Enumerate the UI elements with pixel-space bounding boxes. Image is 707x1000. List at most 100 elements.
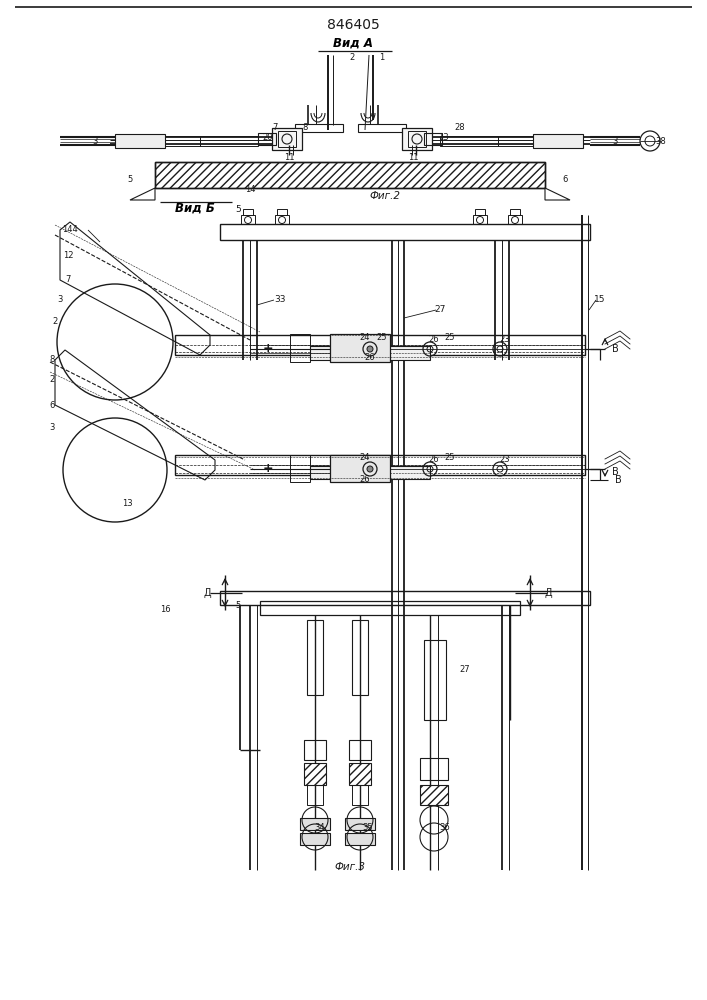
Bar [290, 334, 310, 362]
Bar [420, 785, 448, 805]
Bar [345, 818, 375, 830]
Circle shape [367, 346, 373, 352]
Text: 3: 3 [49, 424, 54, 432]
Bar [352, 620, 368, 695]
Bar [510, 209, 520, 215]
Text: 2: 2 [52, 318, 58, 326]
Text: +: + [263, 342, 274, 356]
Text: 24: 24 [360, 332, 370, 342]
Bar [200, 136, 258, 146]
Bar [220, 224, 590, 240]
Bar [260, 601, 520, 615]
Text: 27: 27 [460, 666, 470, 674]
Text: 13: 13 [438, 132, 448, 141]
Text: 5: 5 [127, 176, 133, 184]
Text: 13: 13 [122, 498, 132, 508]
Text: 23: 23 [500, 456, 510, 464]
Text: 2: 2 [49, 375, 54, 384]
Bar [310, 346, 430, 360]
Bar [220, 591, 590, 605]
Text: 3: 3 [93, 137, 98, 146]
Bar [440, 136, 498, 146]
Bar [508, 215, 522, 224]
Bar [277, 209, 287, 215]
Text: 26: 26 [360, 476, 370, 485]
Text: 7: 7 [272, 122, 278, 131]
Bar [155, 162, 545, 188]
Bar [533, 134, 583, 148]
Text: 33: 33 [274, 296, 286, 304]
Text: 27: 27 [434, 306, 445, 314]
Text: 38: 38 [655, 137, 666, 146]
Text: 5: 5 [235, 206, 241, 215]
Text: Вид А: Вид А [333, 37, 373, 50]
Bar [310, 466, 430, 479]
Text: 14: 14 [245, 186, 255, 194]
Bar [243, 209, 253, 215]
Text: +: + [263, 462, 274, 476]
Text: 34: 34 [315, 822, 325, 832]
Bar [290, 455, 310, 482]
Text: 3: 3 [612, 137, 618, 146]
Bar [300, 818, 330, 830]
Bar [275, 215, 289, 224]
Bar [330, 455, 390, 482]
Text: 26: 26 [428, 336, 439, 344]
Bar [304, 763, 326, 785]
Bar [352, 785, 368, 805]
Text: В: В [612, 344, 619, 354]
Text: 15: 15 [595, 296, 606, 304]
Bar [307, 620, 323, 695]
Bar [300, 833, 330, 845]
Bar [424, 640, 446, 720]
Text: 3: 3 [57, 296, 63, 304]
Bar [420, 758, 448, 780]
Bar [349, 740, 371, 760]
Bar [358, 124, 406, 132]
Text: B: B [614, 475, 621, 485]
Text: 25: 25 [377, 332, 387, 342]
Bar [498, 136, 533, 146]
Text: 24: 24 [360, 452, 370, 462]
Bar [258, 133, 276, 145]
Bar [424, 133, 442, 145]
Text: 5: 5 [235, 600, 240, 609]
Bar [165, 136, 200, 146]
Text: 26: 26 [365, 353, 375, 361]
Text: 28: 28 [455, 122, 465, 131]
Bar [402, 128, 432, 150]
Text: 11: 11 [408, 153, 419, 162]
Bar [278, 131, 296, 147]
Bar [304, 740, 326, 760]
Text: 26: 26 [428, 456, 439, 464]
Text: 12: 12 [63, 250, 74, 259]
Text: 2: 2 [349, 53, 355, 62]
Text: Фиг.3: Фиг.3 [334, 862, 366, 872]
Bar [115, 134, 165, 148]
Text: 144: 144 [62, 226, 78, 234]
Bar [155, 162, 545, 188]
Text: 1: 1 [380, 53, 385, 62]
Text: 25: 25 [445, 332, 455, 342]
Circle shape [367, 466, 373, 472]
Bar [473, 215, 487, 224]
Polygon shape [60, 222, 210, 355]
Text: 36: 36 [440, 822, 450, 832]
Text: Вид Б: Вид Б [175, 202, 215, 215]
Bar [330, 334, 390, 362]
Bar [272, 128, 302, 150]
Text: 16: 16 [160, 605, 170, 614]
Text: 35: 35 [363, 822, 373, 832]
Polygon shape [545, 188, 570, 200]
Bar [307, 785, 323, 805]
Bar [175, 335, 585, 355]
Bar [475, 209, 485, 215]
Bar [345, 833, 375, 845]
Text: 846405: 846405 [327, 18, 380, 32]
Text: 20: 20 [263, 132, 273, 141]
Text: 6: 6 [562, 176, 568, 184]
Text: 11: 11 [284, 153, 294, 162]
Text: 7: 7 [65, 275, 71, 284]
Text: 8: 8 [303, 122, 308, 131]
Text: Д: Д [544, 588, 551, 598]
